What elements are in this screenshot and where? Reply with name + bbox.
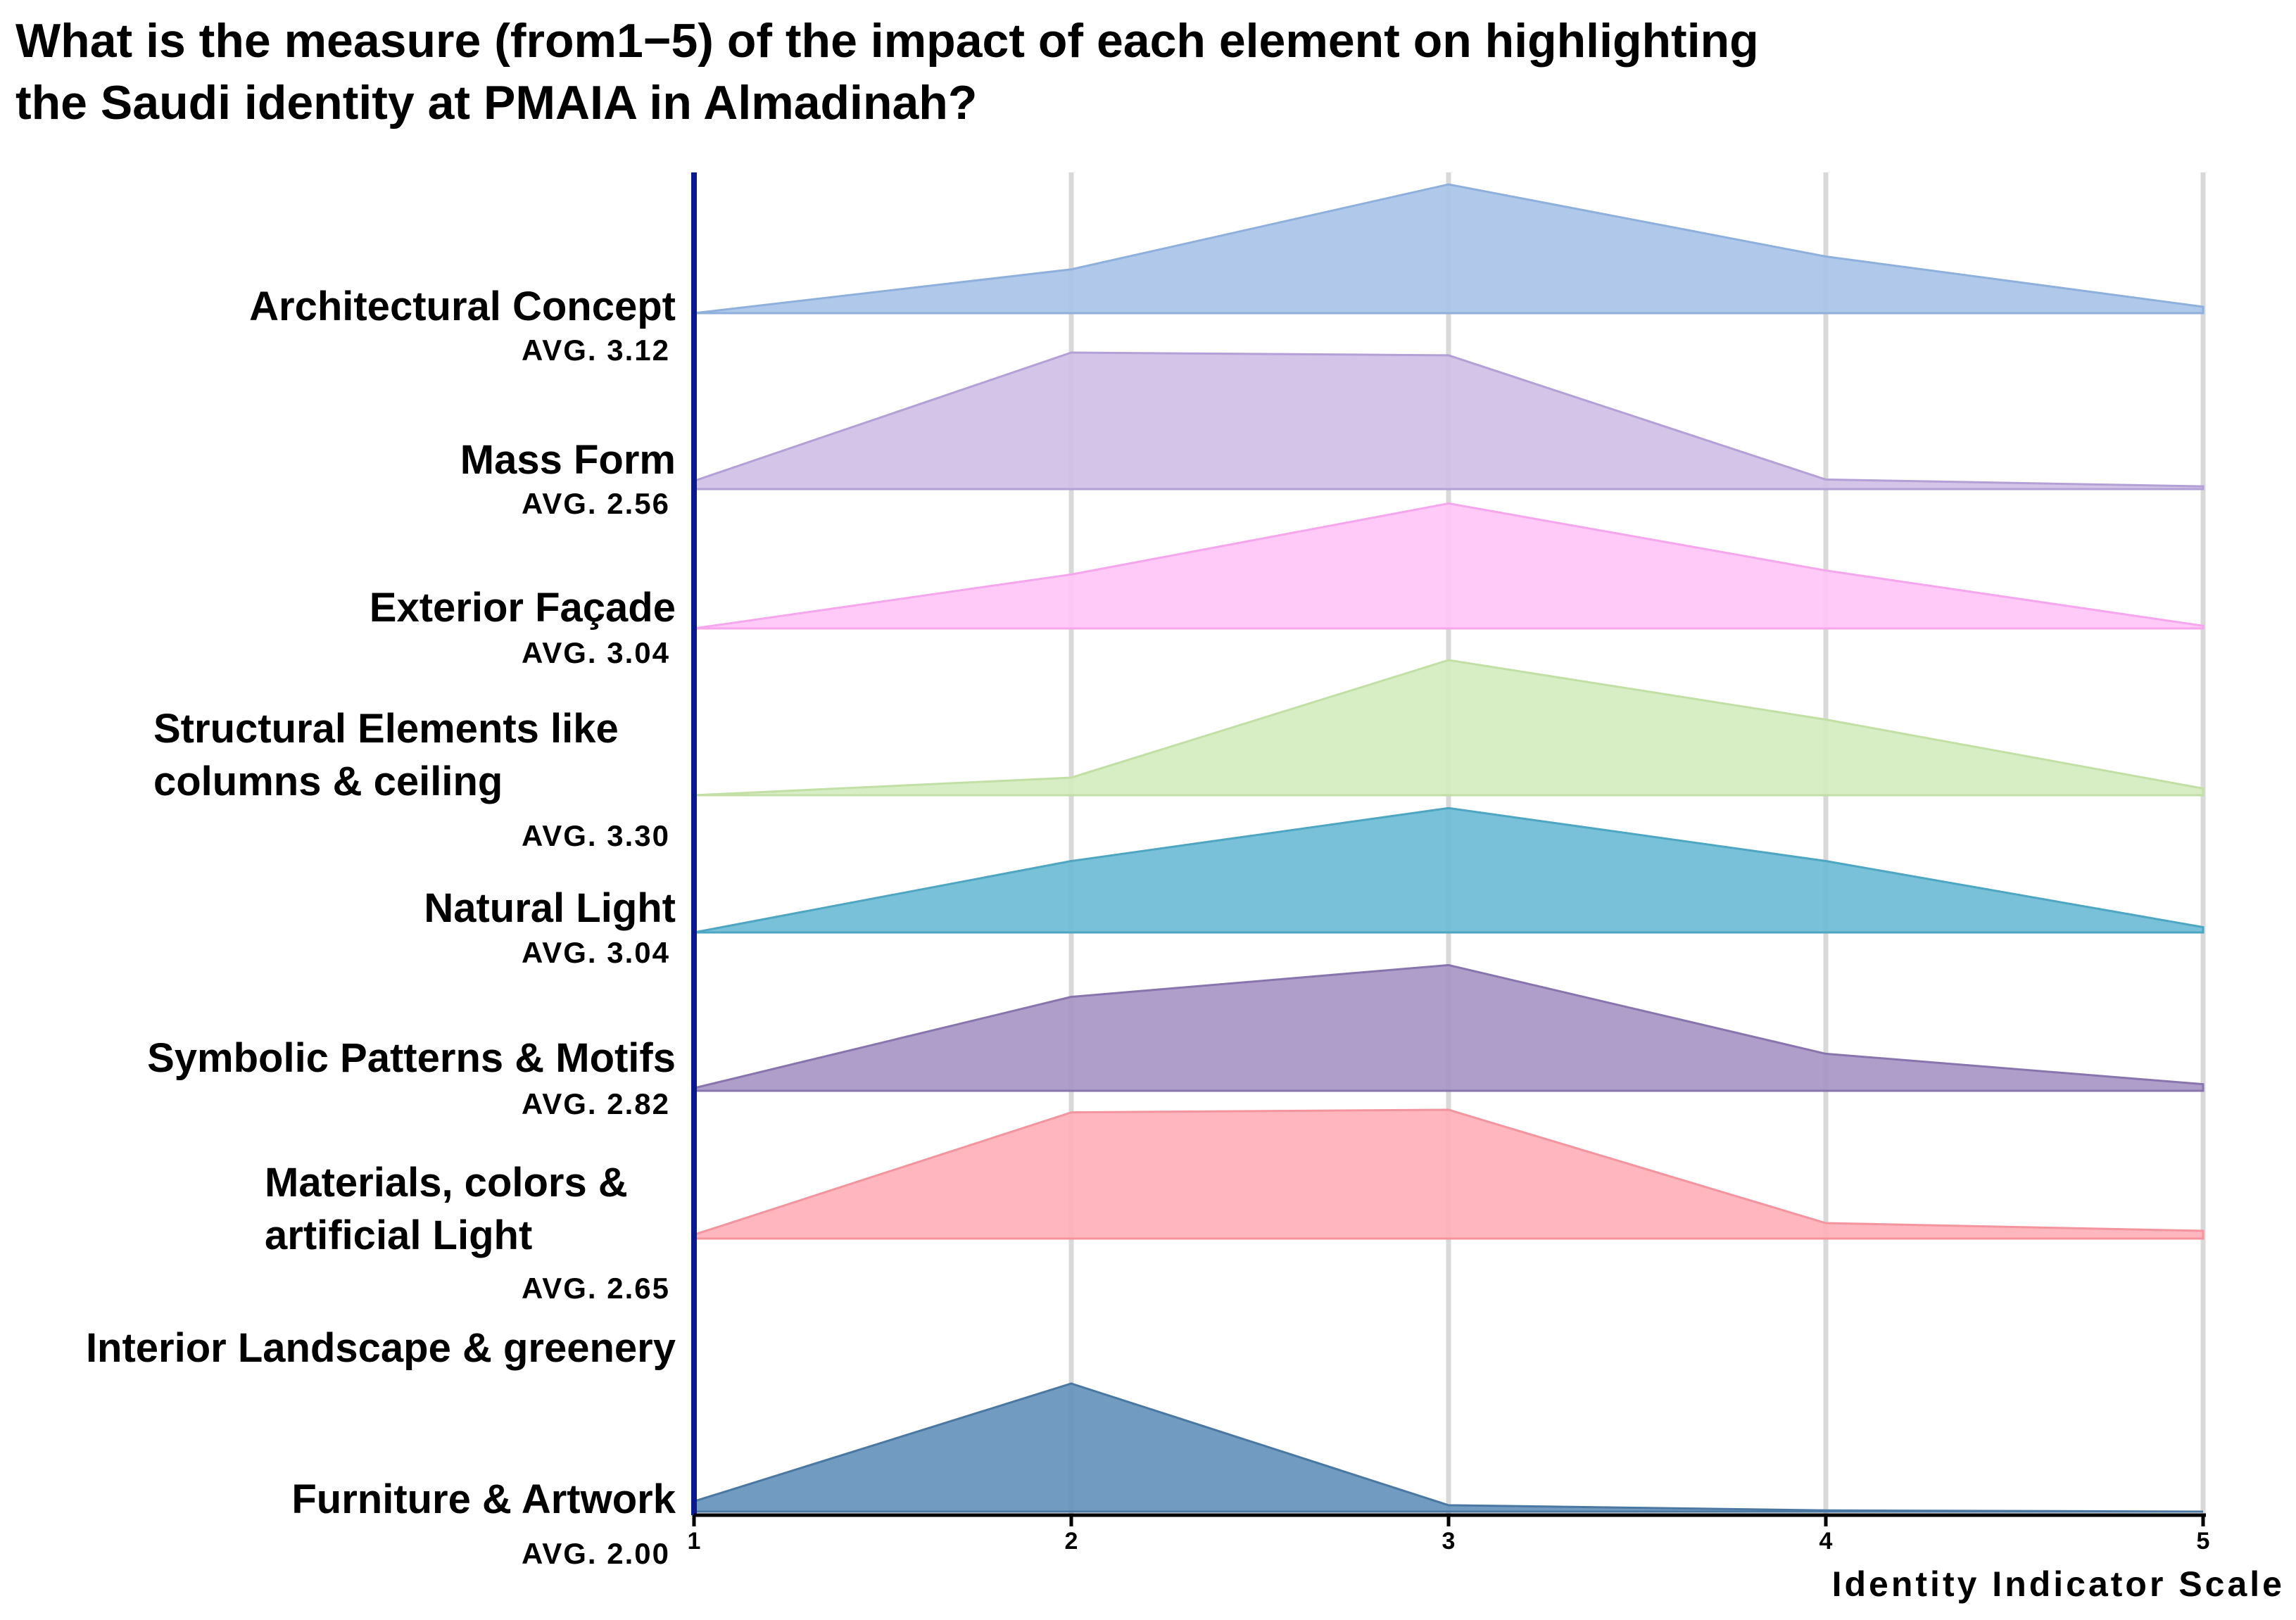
- x-tick-label-3: 3: [1442, 1528, 1456, 1555]
- chart-title-line-2: the Saudi identity at PMAIA in Almadinah…: [15, 76, 978, 129]
- series-areas: [693, 183, 2204, 1513]
- row-labels: Architectural Concept AVG. 3.12 Mass Form A…: [86, 284, 676, 1570]
- chart-title-line-1: What is the measure (from1−5) of the imp…: [15, 14, 1759, 68]
- row-avg-9: AVG. 2.00: [522, 1537, 670, 1570]
- row-label-3-line-1: Exterior Façade: [370, 585, 676, 631]
- row-label-2-line-1: Mass Form: [460, 437, 676, 483]
- series-area-1: [693, 183, 2204, 315]
- x-axis-title: Identity Indicator Scale: [1832, 1564, 2285, 1604]
- series-area-3: [693, 502, 2204, 630]
- row-avg-2: AVG. 2.56: [522, 487, 670, 520]
- chart-title: What is the measure (from1−5) of the imp…: [15, 10, 2127, 134]
- series-area-2: [693, 351, 2204, 491]
- series-area-7: [693, 1108, 2204, 1240]
- row-avg-5: AVG. 3.04: [522, 936, 670, 969]
- row-label-1-line-1: Architectural Concept: [249, 284, 676, 329]
- x-tick-label-5: 5: [2197, 1528, 2210, 1555]
- row-label-4-line-1: Structural Elements like: [153, 706, 619, 752]
- series-area-6: [693, 963, 2204, 1092]
- row-label-9-line-1: Furniture & Artwork: [291, 1476, 676, 1522]
- row-label-8-line-1: Interior Landscape & greenery: [86, 1325, 676, 1371]
- row-label-5-line-1: Natural Light: [424, 885, 676, 931]
- row-label-4-line-2: columns & ceiling: [153, 759, 503, 804]
- row-label-6-line-1: Symbolic Patterns & Motifs: [147, 1035, 676, 1081]
- row-avg-7: AVG. 2.65: [522, 1272, 670, 1305]
- row-avg-3: AVG. 3.04: [522, 636, 670, 669]
- row-label-7-line-2: artificial Light: [265, 1213, 532, 1258]
- series-area-5: [693, 806, 2204, 934]
- axes: 1 2 3 4 5 Identity Indicator Scale: [688, 172, 2285, 1604]
- row-label-7-line-1: Materials, colors &: [265, 1160, 628, 1205]
- x-tick-label-2: 2: [1065, 1528, 1078, 1555]
- x-tick-label-1: 1: [688, 1528, 701, 1555]
- row-avg-6: AVG. 2.82: [522, 1087, 670, 1120]
- x-tick-label-4: 4: [1819, 1528, 1833, 1555]
- row-avg-4: AVG. 3.30: [522, 819, 670, 852]
- series-area-4: [693, 659, 2204, 797]
- row-avg-1: AVG. 3.12: [522, 334, 670, 367]
